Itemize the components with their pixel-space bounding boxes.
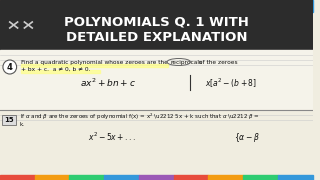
Text: $x[a^2-(b+8]$: $x[a^2-(b+8]$ [205, 76, 257, 90]
Bar [0, 0, 35, 12]
Text: $\{\alpha - \beta$: $\{\alpha - \beta$ [235, 130, 260, 143]
Bar [0, 50, 313, 110]
Bar [208, 0, 243, 12]
Bar [278, 0, 313, 12]
Text: reciprocals: reciprocals [171, 60, 203, 64]
Bar [21, 69, 100, 73]
Text: of the zeroes: of the zeroes [197, 60, 238, 64]
Text: 15: 15 [4, 117, 14, 123]
Text: $ax^2 + bn + c$: $ax^2 + bn + c$ [80, 77, 135, 89]
Bar [278, 175, 313, 180]
Text: Find a quadratic polynomial whose zeroes are the: Find a quadratic polynomial whose zeroes… [21, 60, 170, 64]
Bar [243, 0, 278, 12]
Bar [2, 115, 16, 125]
Circle shape [3, 60, 17, 74]
Text: DETAILED EXPLANATION: DETAILED EXPLANATION [66, 30, 247, 44]
Text: If $\alpha$ and $\beta$ are the zeroes of polynomial f(x) = x$^2$ \u2212 5x + k : If $\alpha$ and $\beta$ are the zeroes o… [20, 112, 260, 122]
Bar [174, 175, 208, 180]
Bar [208, 175, 243, 180]
Bar [69, 0, 104, 12]
Text: $x^2 - 5x + ...$: $x^2 - 5x + ...$ [88, 131, 136, 143]
Bar [104, 175, 139, 180]
Text: 4: 4 [7, 62, 13, 71]
Bar [104, 0, 139, 12]
Text: + bx + c.  a ≠ 0, b ≠ 0.: + bx + c. a ≠ 0, b ≠ 0. [21, 66, 91, 71]
Bar [35, 175, 69, 180]
Bar [21, 64, 168, 66]
Text: POLYNOMIALS Q. 1 WITH: POLYNOMIALS Q. 1 WITH [64, 15, 249, 28]
Bar [139, 175, 174, 180]
Bar [174, 0, 208, 12]
Bar [243, 175, 278, 180]
Bar [35, 0, 69, 12]
Bar [139, 0, 174, 12]
Text: k.: k. [20, 122, 25, 127]
Bar [0, 110, 313, 180]
Bar [0, 0, 313, 50]
Bar [69, 175, 104, 180]
Bar [0, 175, 35, 180]
